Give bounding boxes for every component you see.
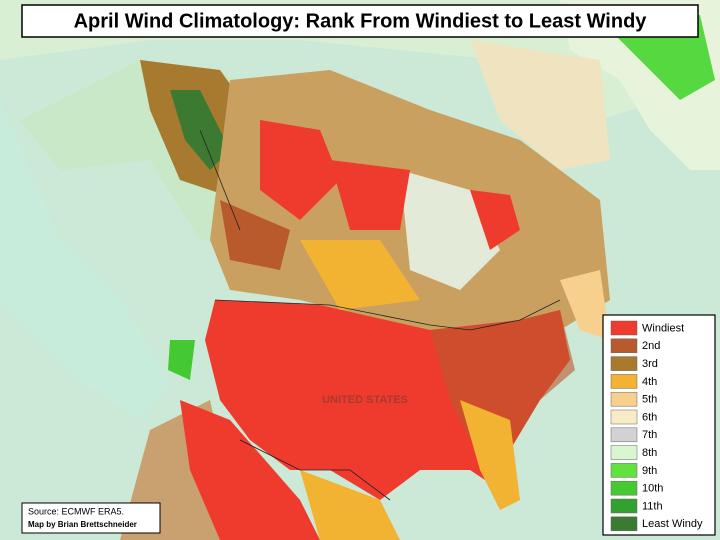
boundaries: [199, 129, 561, 501]
source-text: Source: ECMWF ERA5.: [28, 506, 124, 516]
legend-label: 6th: [642, 411, 657, 423]
legend-label: 2nd: [642, 340, 660, 352]
legend-swatch: [610, 374, 638, 389]
title-box: [21, 4, 699, 38]
legend-label: Least Windy: [642, 518, 703, 530]
legend-swatch: [610, 463, 638, 478]
legend-label: 5th: [642, 394, 657, 406]
legend-swatch: [610, 391, 638, 407]
legend-swatch: [610, 480, 638, 496]
legend-label: 7th: [642, 429, 657, 441]
map-title: April Wind Climatology: Rank From Windie…: [74, 10, 648, 32]
legend-swatch: [610, 445, 638, 460]
source-box: [21, 502, 161, 534]
legend-label: 8th: [642, 447, 657, 459]
legend-label: 10th: [642, 483, 663, 495]
legend-swatch: [610, 516, 638, 532]
legend-swatch: [610, 427, 638, 443]
legend: Windiest 2nd 3rd 4th 5th 6th 7th 8th 9th 10th 11th…: [610, 320, 703, 532]
legend-label: 4th: [642, 376, 657, 388]
legend-swatch: [610, 498, 638, 514]
legend-swatch: [610, 356, 638, 371]
legend-swatch: [610, 409, 638, 425]
legend-swatch: [610, 320, 638, 336]
legend-label: 3rd: [642, 358, 658, 370]
legend-label: 9th: [642, 465, 657, 477]
map-label: UNITED STATES: [322, 394, 408, 406]
legend-swatch: [610, 338, 638, 354]
legend-label: 11th: [642, 500, 663, 512]
credit-text: Map by Brian Brettschneider: [28, 520, 137, 529]
legend-label: Windiest: [642, 322, 684, 334]
